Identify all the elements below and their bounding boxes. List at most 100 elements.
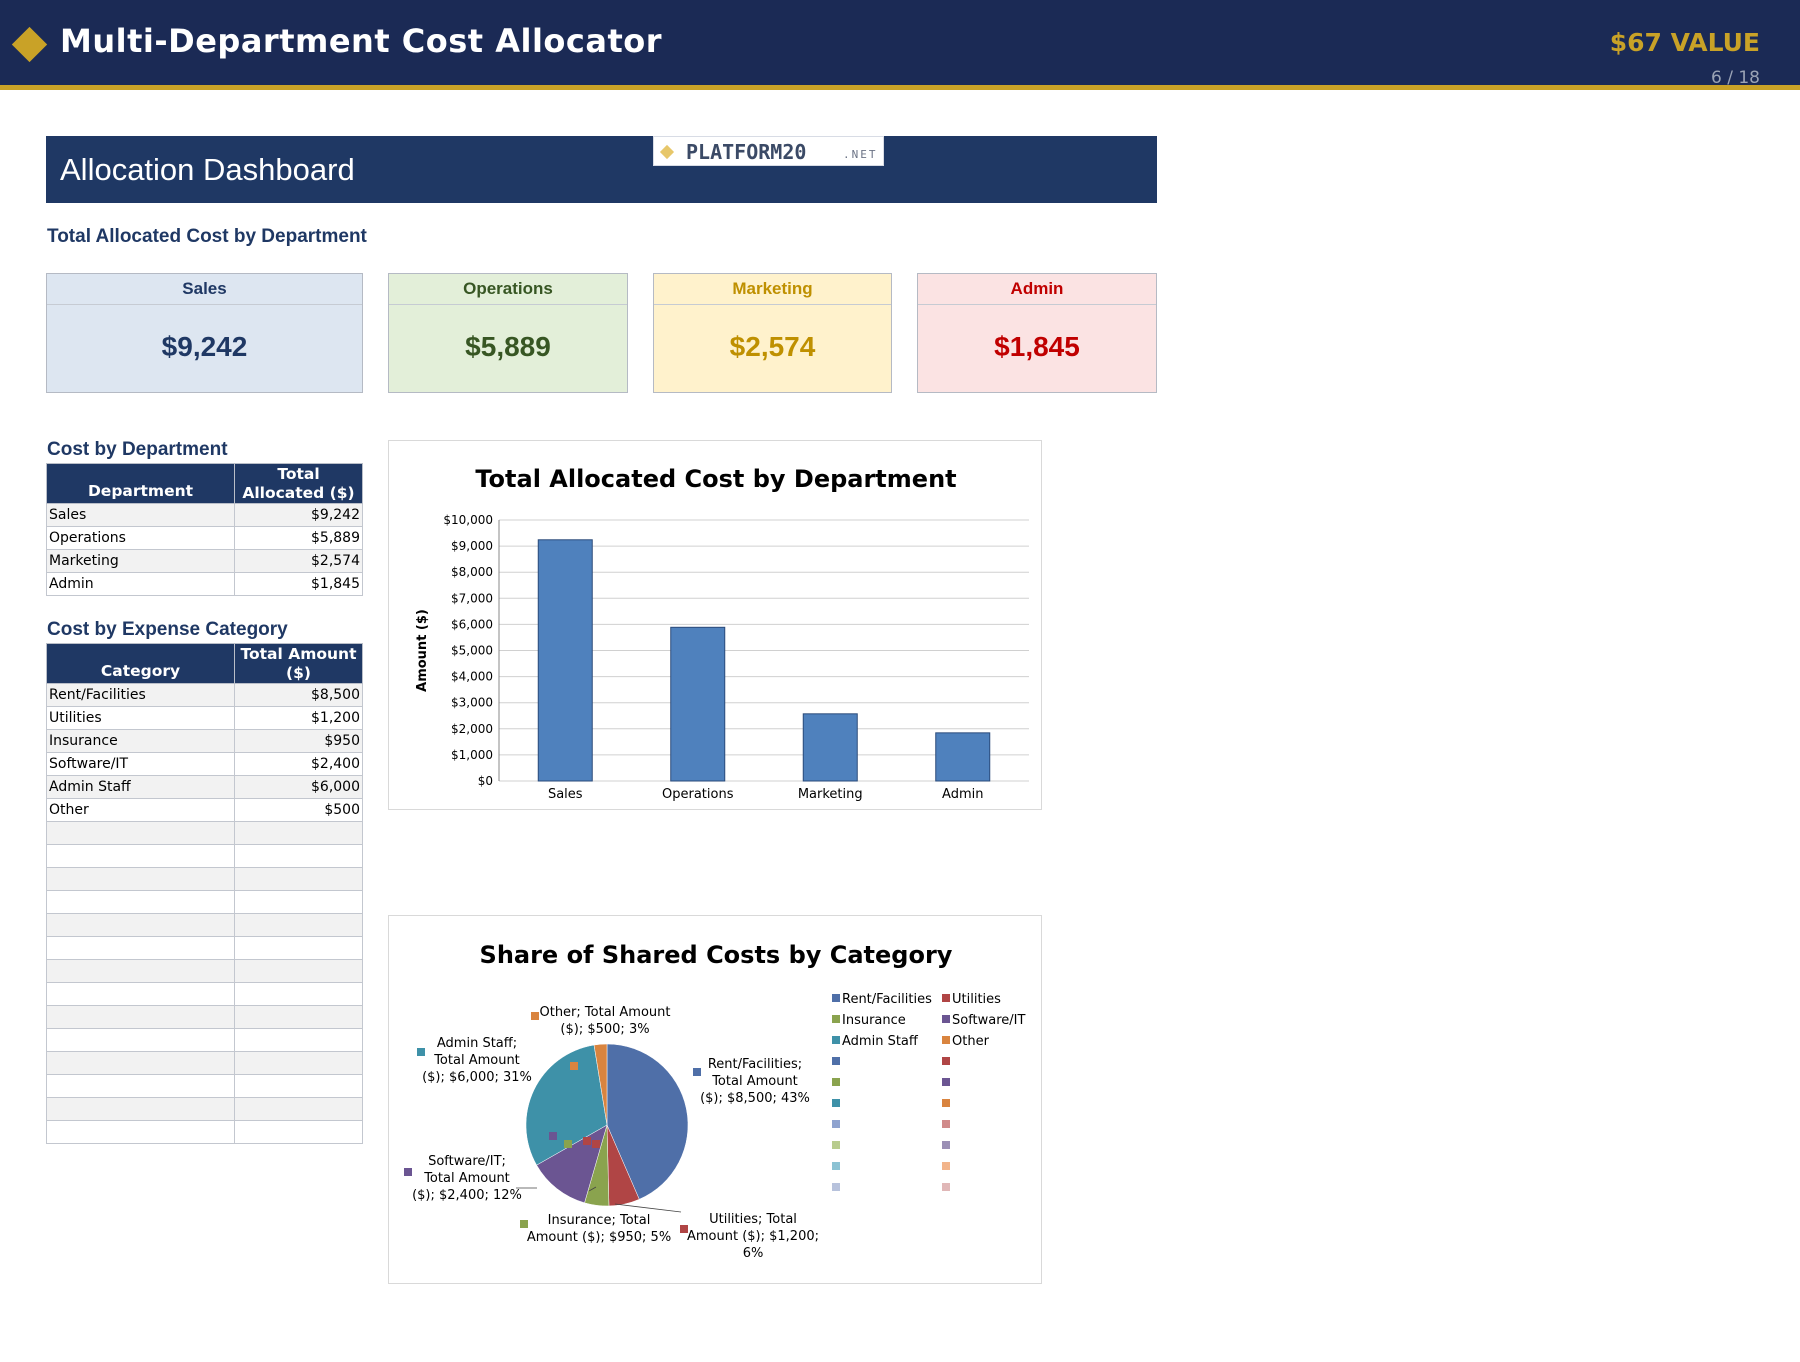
legend-swatch [942,1183,950,1191]
y-tick-label: $2,000 [451,722,493,736]
legend-swatch [942,1099,950,1107]
empty-row [46,1051,363,1075]
legend-label: Rent/Facilities [842,992,932,1007]
row-label: Admin Staff [46,775,235,799]
pie-chart-svg: Share of Shared Costs by Category Rent/Fa… [404,941,1026,1261]
pie-chart: Share of Shared Costs by Category Rent/Fa… [388,915,1042,1284]
dept-table: Department Total Allocated ($) Sales $9,2… [46,463,363,596]
data-label: Software/IT; [428,1154,506,1169]
pie-slice-rent-facilities [606,1043,689,1200]
chart-title: Share of Shared Costs by Category [480,941,953,969]
category-table: Category Total Amount ($) Rent/Facilitie… [46,643,363,1144]
row-label: Sales [46,503,235,527]
diamond-icon [11,26,48,63]
empty-cell [234,913,363,937]
inner-marker [570,1062,578,1070]
legend-swatch [942,1057,950,1065]
y-tick-label: $4,000 [451,670,493,684]
row-label: Marketing [46,549,235,573]
pie-slice-admin-staff [525,1044,608,1166]
legend-swatch [832,1036,840,1044]
bar-marketing [802,713,858,782]
row-value: $1,200 [234,706,363,730]
empty-cell [46,936,235,960]
row-label: Other [46,798,235,822]
row-label: Admin [46,572,235,596]
table-row: Admin $1,845 [46,572,363,596]
empty-cell [234,1120,363,1144]
empty-cell [46,913,235,937]
legend-swatch [832,994,840,1002]
empty-row [46,1074,363,1098]
row-value: $950 [234,729,363,753]
empty-cell [46,1005,235,1029]
empty-cell [46,982,235,1006]
legend-swatch [942,1162,950,1170]
x-tick-label: Admin [942,787,983,802]
logo-diamond-icon [659,144,675,160]
y-tick-label: $5,000 [451,644,493,658]
row-value: $9,242 [234,503,363,527]
legend-swatch [832,1015,840,1023]
empty-cell [46,821,235,845]
empty-row [46,982,363,1006]
data-label-marker [531,1012,539,1020]
empty-cell [234,1028,363,1052]
chart-title: Total Allocated Cost by Department [475,465,956,493]
kpi-card-sales: Sales $9,242 [46,273,363,393]
empty-cell [234,844,363,868]
empty-cell [234,936,363,960]
leader-line [588,1186,597,1192]
table-row: Insurance $950 [46,729,363,753]
empty-row [46,1097,363,1121]
y-tick-label: $3,000 [451,696,493,710]
column-header: Total Amount ($) [234,643,363,684]
table-row: Software/IT $2,400 [46,752,363,776]
table-row: Rent/Facilities $8,500 [46,683,363,707]
legend-swatch [832,1099,840,1107]
dashboard-title: Allocation Dashboard [60,152,355,187]
data-label: Other; Total Amount [539,1005,670,1020]
y-tick-label: $1,000 [451,748,493,762]
empty-cell [234,1005,363,1029]
row-value: $6,000 [234,775,363,799]
legend-label: Admin Staff [842,1034,919,1049]
row-label: Insurance [46,729,235,753]
row-value: $8,500 [234,683,363,707]
table-row: Utilities $1,200 [46,706,363,730]
row-value: $2,574 [234,549,363,573]
column-header: Total Allocated ($) [234,463,363,504]
bar-admin [935,732,991,782]
kpi-value: $1,845 [994,331,1080,362]
leader-line [614,1203,682,1213]
table-row: Other $500 [46,798,363,822]
bar-sales [537,539,593,782]
empty-cell [234,982,363,1006]
kpi-label: Operations [389,274,627,305]
empty-row [46,1005,363,1029]
empty-row [46,959,363,983]
kpi-section-title: Total Allocated Cost by Department [47,226,367,247]
page-indicator: 6 / 18 [1711,68,1760,88]
empty-row [46,867,363,891]
row-value: $5,889 [234,526,363,550]
logo-text: PLATFORM20 [686,140,807,164]
y-tick-label: $10,000 [443,513,493,527]
dashboard-header: Allocation Dashboard [46,136,1157,203]
table-row: Operations $5,889 [46,526,363,550]
kpi-label: Marketing [654,274,891,305]
empty-cell [46,1120,235,1144]
data-label: Amount ($); $950; 5% [527,1230,671,1245]
legend-label: Utilities [952,992,1001,1007]
empty-row [46,890,363,914]
bar-operations [670,626,726,782]
row-label: Software/IT [46,752,235,776]
empty-cell [46,890,235,914]
legend-swatch [942,1078,950,1086]
kpi-label: Sales [47,274,362,305]
empty-cell [234,1051,363,1075]
empty-cell [234,959,363,983]
empty-cell [46,1028,235,1052]
inner-marker [592,1140,600,1148]
empty-row [46,936,363,960]
